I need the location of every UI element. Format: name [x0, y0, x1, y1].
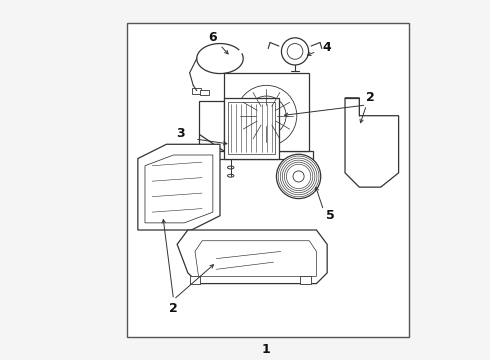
Text: 2: 2	[169, 302, 178, 315]
Bar	[190, 276, 200, 284]
Polygon shape	[138, 144, 220, 230]
Circle shape	[225, 75, 308, 157]
Text: 4: 4	[323, 41, 332, 54]
Polygon shape	[345, 98, 398, 187]
Text: 6: 6	[209, 31, 217, 44]
Bar	[223, 98, 279, 158]
Circle shape	[293, 171, 304, 182]
Ellipse shape	[227, 166, 234, 169]
Bar	[193, 88, 201, 94]
Circle shape	[287, 44, 303, 59]
Text: 5: 5	[326, 209, 335, 222]
Ellipse shape	[227, 174, 234, 177]
Polygon shape	[198, 102, 223, 152]
Polygon shape	[223, 73, 309, 152]
Bar	[199, 90, 209, 95]
Text: 1: 1	[262, 343, 271, 356]
Circle shape	[281, 38, 309, 65]
Bar	[300, 276, 311, 284]
Circle shape	[262, 111, 270, 120]
Circle shape	[276, 154, 321, 199]
Bar	[127, 23, 409, 337]
Polygon shape	[177, 230, 327, 284]
Text: 2: 2	[366, 91, 374, 104]
Polygon shape	[198, 134, 313, 158]
Bar	[228, 102, 275, 154]
Text: 3: 3	[176, 127, 185, 140]
